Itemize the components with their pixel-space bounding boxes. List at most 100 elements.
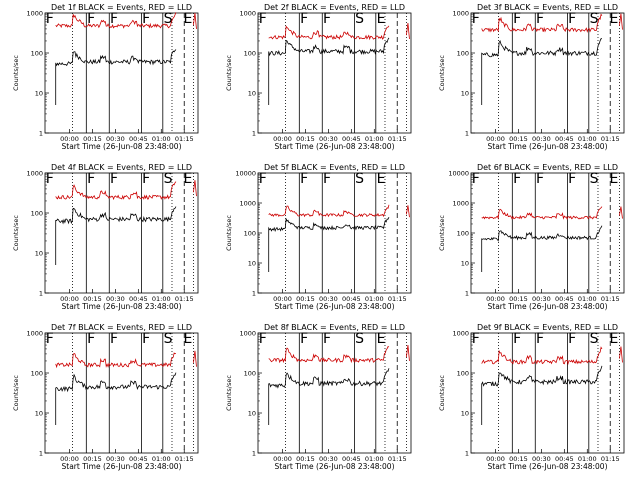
x-tick-label: 00:45 (129, 295, 148, 303)
x-tick-label: 00:00 (60, 135, 79, 143)
x-axis-label: Start Time (26-Jun-08 23:48:00) (488, 462, 608, 471)
series-tail-red (619, 13, 623, 30)
region-marker: E (183, 11, 192, 27)
x-tick-label: 00:30 (532, 455, 551, 463)
x-tick-label: 00:15 (83, 295, 102, 303)
series-line-red (481, 206, 603, 220)
region-marker: F (110, 331, 118, 347)
region-marker: F (300, 331, 308, 347)
y-tick-label: 100 (244, 230, 256, 238)
x-tick-label: 01:15 (175, 135, 194, 143)
series-line-black (268, 216, 390, 273)
x-tick-label: 01:15 (388, 135, 407, 143)
region-marker: E (609, 331, 618, 347)
region-marker: F (142, 171, 150, 187)
region-marker: S (164, 11, 173, 27)
x-tick-label: 01:00 (578, 135, 597, 143)
panel-title: Det 2f BLACK = Events, RED = LLD (264, 3, 405, 12)
series-line-red (481, 346, 603, 366)
plot-frame (470, 172, 625, 294)
x-axis-label: Start Time (26-Jun-08 23:48:00) (275, 462, 395, 471)
x-tick-label: 00:15 (296, 455, 315, 463)
region-marker: S (355, 331, 364, 347)
y-tick-label: 10 (248, 410, 256, 418)
series-line-red (268, 25, 390, 41)
x-tick-label: 01:00 (365, 455, 384, 463)
x-tick-label: 00:15 (83, 135, 102, 143)
x-tick-label: 00:15 (83, 455, 102, 463)
plot-frame (470, 332, 625, 454)
panel-title: Det 6f BLACK = Events, RED = LLD (477, 163, 618, 172)
y-tick-label: 100 (457, 370, 469, 378)
region-marker: E (183, 171, 192, 187)
region-marker: S (355, 171, 364, 187)
y-axis-label: Counts/sec (12, 215, 20, 251)
region-marker: F (87, 11, 95, 27)
region-marker: F (142, 331, 150, 347)
x-tick-label: 00:30 (106, 295, 125, 303)
y-axis-label: Counts/sec (438, 55, 446, 91)
region-marker: F (323, 171, 331, 187)
plot-frame (44, 12, 199, 134)
x-tick-label: 01:15 (601, 135, 620, 143)
x-axis-label: Start Time (26-Jun-08 23:48:00) (275, 302, 395, 311)
series-line-black (268, 368, 390, 426)
y-tick-label: 10 (461, 410, 469, 418)
region-marker: F (259, 11, 267, 27)
x-tick-label: 01:00 (578, 455, 597, 463)
panel-title: Det 5f BLACK = Events, RED = LLD (264, 163, 405, 172)
panel-6: Det 6f BLACK = Events, RED = LLD 1 10 100 10… (438, 163, 625, 311)
x-axis-label: Start Time (26-Jun-08 23:48:00) (62, 142, 182, 151)
y-tick-label: 1000 (452, 330, 469, 338)
region-marker: E (377, 11, 386, 27)
region-marker: S (164, 331, 173, 347)
panel-title: Det 8f BLACK = Events, RED = LLD (264, 323, 405, 332)
region-marker: F (46, 11, 54, 27)
x-tick-label: 00:30 (319, 295, 338, 303)
series-line-red (55, 12, 177, 29)
y-tick-label: 100 (457, 50, 469, 58)
panel-4: Det 4f BLACK = Events, RED = LLD 1 10 100 10… (12, 163, 199, 311)
x-tick-label: 00:30 (319, 455, 338, 463)
region-marker: F (472, 331, 480, 347)
y-tick-label: 1 (252, 130, 256, 138)
region-marker: F (259, 171, 267, 187)
y-tick-label: 10 (35, 90, 43, 98)
x-axis-label: Start Time (26-Jun-08 23:48:00) (488, 142, 608, 151)
panel-9: Det 9f BLACK = Events, RED = LLD 1 10 100 10… (438, 323, 625, 471)
y-tick-label: 1 (465, 450, 469, 458)
x-tick-label: 00:15 (509, 295, 528, 303)
plot-frame (257, 172, 412, 294)
y-tick-label: 10000 (235, 170, 256, 178)
x-tick-label: 00:00 (273, 455, 292, 463)
region-marker: F (323, 331, 331, 347)
series-tail-red (406, 23, 410, 40)
region-marker: F (142, 11, 150, 27)
x-tick-label: 00:30 (106, 455, 125, 463)
x-tick-label: 01:15 (175, 295, 194, 303)
region-marker: F (110, 171, 118, 187)
region-marker: F (259, 331, 267, 347)
x-tick-label: 00:15 (509, 455, 528, 463)
x-axis-label: Start Time (26-Jun-08 23:48:00) (62, 302, 182, 311)
y-tick-label: 1000 (452, 200, 469, 208)
x-tick-label: 00:00 (486, 135, 505, 143)
panel-1: Det 1f BLACK = Events, RED = LLD 1 10 100 10… (12, 3, 199, 151)
region-marker: F (46, 171, 54, 187)
region-marker: F (536, 171, 544, 187)
x-tick-label: 00:45 (342, 135, 361, 143)
y-tick-label: 100 (457, 230, 469, 238)
x-axis-label: Start Time (26-Jun-08 23:48:00) (488, 302, 608, 311)
x-tick-label: 00:00 (60, 295, 79, 303)
x-tick-label: 01:15 (601, 455, 620, 463)
x-tick-label: 00:15 (296, 135, 315, 143)
panel-3: Det 3f BLACK = Events, RED = LLD 1 10 100 10… (438, 3, 625, 151)
y-tick-label: 1 (39, 290, 43, 298)
y-tick-label: 1 (252, 450, 256, 458)
series-line-red (55, 181, 177, 201)
x-tick-label: 00:30 (319, 135, 338, 143)
x-tick-label: 01:00 (152, 135, 171, 143)
panel-5: Det 5f BLACK = Events, RED = LLD 1 10 100 10… (225, 163, 412, 311)
y-axis-label: Counts/sec (225, 215, 233, 251)
panel-title: Det 1f BLACK = Events, RED = LLD (51, 3, 192, 12)
